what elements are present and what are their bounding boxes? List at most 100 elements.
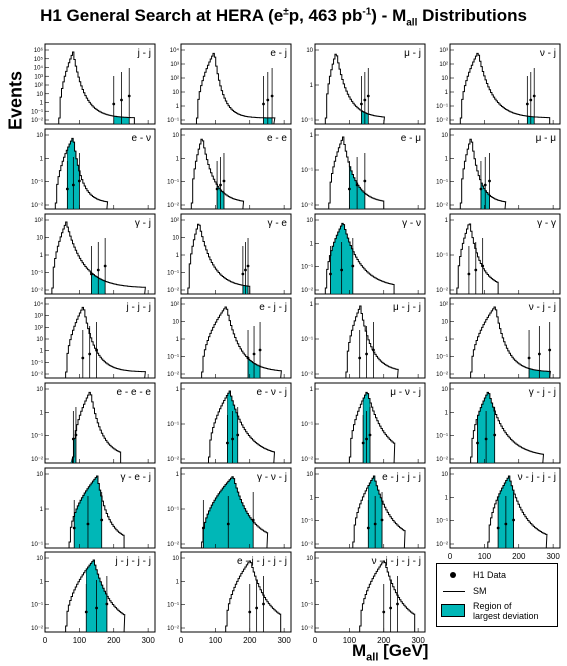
panel-label: e - ν - j xyxy=(256,387,287,398)
panel-5: e - e 10 1 10⁻¹ 10⁻² xyxy=(167,128,292,210)
panel-frame xyxy=(44,43,156,125)
y-tick-label: 1 xyxy=(176,104,180,110)
y-tick-label: 10⁻² xyxy=(31,626,43,632)
sm-histogram xyxy=(65,559,126,633)
y-tick-label: 10⁻¹ xyxy=(301,422,313,428)
sm-histogram xyxy=(470,306,551,379)
panel-label: γ - j - j xyxy=(529,387,556,398)
y-tick-label: 10⁻¹ xyxy=(31,434,43,440)
data-point xyxy=(112,102,116,106)
data-point xyxy=(77,179,81,183)
data-point xyxy=(483,183,487,187)
sm-histogram xyxy=(225,560,282,632)
data-point xyxy=(215,187,219,191)
panel-frame xyxy=(44,128,156,210)
y-tick-label: 10² xyxy=(170,76,179,82)
y-tick-label: 10⁻² xyxy=(301,203,313,209)
y-tick-label: 10⁻¹ xyxy=(167,422,179,428)
y-tick-label: 1 xyxy=(176,579,180,585)
data-point xyxy=(266,98,270,102)
y-tick-label: 1 xyxy=(445,410,449,416)
panel-20: γ - e - j 10 1 10⁻¹ xyxy=(31,467,156,549)
data-point xyxy=(236,433,240,437)
y-tick-label: 10 xyxy=(441,320,448,326)
data-point xyxy=(365,437,368,441)
y-tick-label: 10⁻¹ xyxy=(436,104,448,110)
y-tick-label: 10 xyxy=(441,76,448,82)
y-tick-label: 10² xyxy=(439,302,448,308)
y-tick-label: 10⁻² xyxy=(436,118,448,124)
y-tick-label: 10⁻¹ xyxy=(436,519,448,525)
panel-label: ν - j xyxy=(540,48,556,59)
data-point xyxy=(65,187,69,191)
data-point xyxy=(493,433,497,437)
panel-label: μ - j xyxy=(404,48,421,59)
panel-label: μ - ν - j xyxy=(390,387,421,398)
title-sub: all xyxy=(406,17,418,29)
legend-data-label: H1 Data xyxy=(473,570,507,580)
sm-histogram xyxy=(324,222,395,294)
sm-histogram xyxy=(58,51,135,124)
y-tick-label: 10⁻² xyxy=(167,457,179,463)
sm-histogram xyxy=(352,475,406,549)
chart-title: H1 General Search at HERA (e±p, 463 pb-1… xyxy=(0,6,567,28)
panel-label: ν - j - j - j - j xyxy=(372,556,421,567)
data-point xyxy=(95,348,98,352)
x-axis-label-main: M xyxy=(352,641,367,660)
data-point xyxy=(368,433,372,437)
y-tick-label: 10 xyxy=(441,472,448,478)
data-point xyxy=(71,183,75,187)
data-point xyxy=(389,606,393,610)
y-tick-label: 10⁻¹ xyxy=(31,542,43,548)
y-tick-label: 10 xyxy=(172,90,179,96)
y-tick-label: 10⁻¹ xyxy=(436,434,448,440)
y-tick-label: 1 xyxy=(310,83,314,89)
data-point xyxy=(479,187,483,191)
data-point xyxy=(529,98,533,102)
y-tick-label: 1 xyxy=(445,90,449,96)
panel-label: μ - j - j xyxy=(393,302,421,313)
y-tick-label: 10² xyxy=(170,302,179,308)
panel-0: j - j 10⁶ 10⁵ 10⁴ 10³ 10² 10 1 10⁻¹ 10⁻² xyxy=(31,43,156,125)
legend: H1 Data SM Region of largest deviation xyxy=(436,563,558,627)
data-point xyxy=(504,522,508,526)
panel-13: e - j - j 10² 10 1 10⁻¹ 10⁻² xyxy=(167,297,292,379)
panel-label: ν - j - j - j xyxy=(518,472,556,483)
panel-24: j - j - j - j 10 1 10⁻¹ 10⁻²0 100 200 300 xyxy=(31,551,156,645)
y-tick-label: 10⁻¹ xyxy=(301,337,313,343)
y-tick-label: 10⁻¹ xyxy=(31,109,43,115)
title-main: H1 General Search at HERA (e xyxy=(40,6,284,25)
data-point xyxy=(340,268,344,272)
y-tick-label: 1 xyxy=(40,507,44,513)
panel-label: e - j xyxy=(270,48,287,59)
y-tick-label: 10⁻² xyxy=(301,626,313,632)
y-tick-label: 10 xyxy=(306,48,313,54)
data-point xyxy=(120,98,123,102)
sm-histogram xyxy=(359,560,416,632)
sm-histogram xyxy=(201,306,282,379)
data-point xyxy=(103,264,107,268)
sm-histogram xyxy=(65,306,146,379)
y-tick-label: 10 xyxy=(36,92,43,98)
data-point xyxy=(219,183,222,187)
y-tick-label: 10⁻¹ xyxy=(167,507,179,513)
data-point xyxy=(262,102,265,106)
data-point xyxy=(481,264,485,268)
data-point xyxy=(512,518,515,522)
data-point xyxy=(252,352,256,356)
data-point xyxy=(258,348,262,352)
data-point xyxy=(127,94,131,98)
data-point xyxy=(329,272,332,276)
panel-label: γ - ν xyxy=(402,218,421,229)
y-tick-label: 1 xyxy=(310,133,314,139)
panel-label: e - j - j xyxy=(259,302,287,313)
panel-label: e - ν xyxy=(132,133,151,144)
panel-label: e - e xyxy=(267,133,287,144)
y-tick-label: 10⁻¹ xyxy=(31,603,43,609)
data-point xyxy=(380,518,384,522)
panel-22: e - j - j - j 10 1 10⁻¹ 10⁻² xyxy=(301,467,426,549)
y-tick-label: 10⁻¹ xyxy=(31,360,43,366)
y-tick-label: 1 xyxy=(40,156,44,162)
title-end: Distributions xyxy=(417,6,527,25)
y-tick-label: 10 xyxy=(172,556,179,562)
